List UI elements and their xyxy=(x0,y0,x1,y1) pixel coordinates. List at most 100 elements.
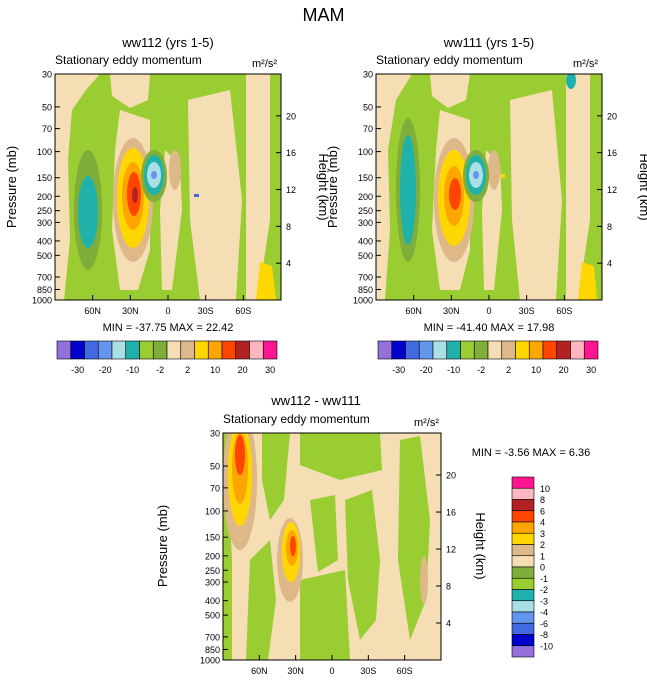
colorbar-label: -10 xyxy=(447,365,460,375)
teal-top-patch xyxy=(566,74,576,89)
wheat-region-upper xyxy=(110,74,150,108)
pressure-tick-label: 850 xyxy=(205,645,220,655)
colorbar-label: -8 xyxy=(540,630,548,640)
colorbar-swatch xyxy=(511,510,535,523)
small-blue-patch xyxy=(194,194,199,197)
colorbar-swatch xyxy=(570,340,585,360)
yellow-surface-patch xyxy=(578,262,597,300)
colorbar-swatch xyxy=(391,340,406,360)
pressure-tick-label: 250 xyxy=(37,206,52,216)
pressure-tick-label: 100 xyxy=(358,147,373,157)
teal-ellipse-60N xyxy=(78,176,98,248)
pressure-tick-label: 250 xyxy=(358,206,373,216)
latitude-tick-label: 30S xyxy=(198,306,214,316)
contour-min xyxy=(473,171,479,179)
colorbar-swatch xyxy=(473,340,489,360)
colorbar-swatch xyxy=(511,622,535,635)
tan-blob xyxy=(488,150,500,190)
latitude-tick-label: 30S xyxy=(519,306,535,316)
colorbar-label: 10 xyxy=(210,365,220,375)
green-region-south xyxy=(345,490,380,640)
height-tick-label: 12 xyxy=(286,185,296,195)
colorbar-swatch xyxy=(511,589,535,602)
pressure-tick-label: 250 xyxy=(205,566,220,576)
colorbar-label: -3 xyxy=(540,596,548,606)
pressure-tick-label: 30 xyxy=(210,429,220,439)
panel-subtitle: Stationary eddy momentum xyxy=(55,53,202,67)
height-tick-label: 4 xyxy=(446,619,451,629)
colorbar-swatch xyxy=(511,577,535,590)
green-region-surface xyxy=(300,570,350,660)
colorbar-label: 8 xyxy=(540,495,545,505)
pressure-tick-label: 1000 xyxy=(353,296,373,306)
colorbar-label: 4 xyxy=(540,518,545,528)
height-tick-label: 12 xyxy=(607,185,617,195)
colorbar-swatch xyxy=(56,340,72,360)
wheat-region-southpole xyxy=(246,74,270,300)
small-yellow-patch xyxy=(501,174,505,178)
colorbar-swatch xyxy=(511,532,535,545)
pressure-tick-label: 850 xyxy=(37,285,52,295)
colorbar-swatch xyxy=(556,340,571,360)
pressure-tick-label: 200 xyxy=(358,192,373,202)
colorbar-label: -6 xyxy=(540,619,548,629)
colorbar-label: -10 xyxy=(126,365,139,375)
pressure-tick-label: 30 xyxy=(363,70,373,80)
pressure-tick-label: 50 xyxy=(363,102,373,112)
contour-field xyxy=(376,74,602,300)
colorbar-label: 2 xyxy=(506,365,511,375)
units-label: m²/s² xyxy=(414,417,439,429)
colorbar-swatch xyxy=(166,340,182,360)
colorbar-label: -2 xyxy=(156,365,164,375)
green-region-45N xyxy=(246,540,276,660)
panel-title: ww111 (yrs 1-5) xyxy=(443,35,535,50)
colorbar-label: 20 xyxy=(238,365,248,375)
colorbar-label: -2 xyxy=(477,365,485,375)
wheat-region-south xyxy=(188,90,242,300)
pressure-tick-label: 700 xyxy=(205,632,220,642)
stats-text: MIN = -41.40 MAX = 17.98 xyxy=(424,322,555,334)
colorbar-label: 2 xyxy=(540,540,545,550)
latitude-tick-label: 60N xyxy=(84,306,101,316)
pressure-tick-label: 850 xyxy=(358,285,373,295)
pressure-tick-label: 1000 xyxy=(32,296,52,306)
panel-subtitle: Stationary eddy momentum xyxy=(376,53,523,67)
height-tick-label: 12 xyxy=(446,545,456,555)
colorbar-swatch xyxy=(460,340,475,360)
pressure-tick-label: 150 xyxy=(358,173,373,183)
y-axis-label-height: Height (km) xyxy=(637,153,647,220)
y-axis-label-height: Height (km) xyxy=(316,153,331,220)
latitude-tick-label: 0 xyxy=(329,666,334,676)
height-tick-label: 20 xyxy=(286,111,296,121)
colorbar-label: -30 xyxy=(392,365,405,375)
teal-ellipse-60N xyxy=(400,135,416,245)
colorbar-swatch xyxy=(405,340,420,360)
colorbar-label: -30 xyxy=(71,365,84,375)
pressure-tick-label: 1000 xyxy=(200,656,220,666)
colorbar-swatch xyxy=(511,600,535,613)
wheat-region-north xyxy=(376,74,412,300)
panel-ww112: ww112 (yrs 1-5) Stationary eddy momentum… xyxy=(4,35,331,334)
colorbar-swatch xyxy=(111,340,127,360)
latitude-tick-label: 0 xyxy=(486,306,491,316)
pressure-tick-label: 150 xyxy=(205,533,220,543)
colorbar-swatch xyxy=(70,340,85,360)
colorbar-label: -10 xyxy=(540,641,553,651)
colorbar-swatch xyxy=(583,340,599,360)
height-tick-label: 16 xyxy=(607,148,617,158)
colorbar-swatch xyxy=(249,340,264,360)
colorbar-label: -20 xyxy=(99,365,112,375)
green-region-upper-50N xyxy=(262,433,290,520)
contour-max xyxy=(132,187,138,203)
pressure-tick-label: 500 xyxy=(205,611,220,621)
colorbar-swatch xyxy=(235,340,250,360)
colorbar-swatch xyxy=(511,555,535,568)
latitude-tick-label: 60S xyxy=(397,666,413,676)
contour-max xyxy=(449,178,461,210)
pressure-tick-label: 300 xyxy=(205,578,220,588)
pressure-tick-label: 200 xyxy=(205,551,220,561)
height-tick-label: 4 xyxy=(286,259,291,269)
colorbar-label: 3 xyxy=(540,529,545,539)
colorbar-horizontal-right: -30 -20 -10 -2 2 10 20 30 xyxy=(377,340,599,375)
